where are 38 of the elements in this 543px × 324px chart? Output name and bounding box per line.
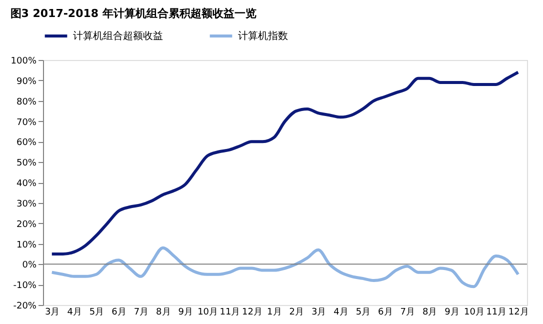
legend-label: 计算机组合超额收益 bbox=[73, 30, 163, 42]
y-tick-label: 30% bbox=[16, 199, 37, 210]
x-tick-label: 10月 bbox=[464, 308, 484, 318]
x-tick-label: 7月 bbox=[134, 308, 149, 318]
y-tick-label: 60% bbox=[16, 138, 37, 148]
x-tick-label: 11月 bbox=[220, 308, 240, 318]
x-tick-label: 5月 bbox=[356, 308, 371, 318]
x-tick-label: 1月 bbox=[267, 308, 282, 318]
x-tick-label: 4月 bbox=[334, 308, 348, 318]
y-tick-label: 0% bbox=[22, 260, 37, 271]
x-tick-label: 2月 bbox=[289, 308, 304, 318]
x-tick-label: 3月 bbox=[45, 308, 60, 318]
y-tick-label: 50% bbox=[16, 158, 37, 169]
y-tick-label: 80% bbox=[16, 97, 37, 108]
y-tick-label: 10% bbox=[16, 240, 37, 250]
x-tick-label: 9月 bbox=[444, 308, 460, 318]
y-tick-label: 90% bbox=[16, 76, 37, 87]
x-tick-label: 11月 bbox=[486, 308, 507, 318]
x-tick-label: 8月 bbox=[156, 308, 171, 318]
x-tick-label: 7月 bbox=[400, 308, 415, 318]
x-tick-label: 10月 bbox=[198, 308, 218, 318]
x-tick-label: 4月 bbox=[67, 308, 82, 318]
y-tick-label: 40% bbox=[16, 179, 37, 189]
y-tick-label: 70% bbox=[16, 118, 37, 128]
x-tick-label: 9月 bbox=[178, 308, 193, 318]
x-tick-label: 12月 bbox=[508, 308, 529, 318]
x-tick-label: 12月 bbox=[242, 308, 262, 318]
y-tick-label: 100% bbox=[10, 56, 37, 66]
x-tick-label: 8月 bbox=[422, 308, 438, 318]
x-tick-label: 5月 bbox=[89, 308, 104, 318]
x-tick-label: 6月 bbox=[378, 308, 393, 318]
x-tick-label: 3月 bbox=[311, 308, 326, 318]
y-tick-label: -10% bbox=[13, 281, 37, 292]
x-tick-label: 6月 bbox=[112, 308, 126, 318]
legend-label: 计算机指数 bbox=[238, 30, 288, 42]
y-tick-label: 20% bbox=[16, 220, 37, 230]
chart-title: 图3 2017-2018 年计算机组合累积超额收益一览 bbox=[10, 7, 256, 20]
y-tick-label: -20% bbox=[13, 302, 37, 312]
